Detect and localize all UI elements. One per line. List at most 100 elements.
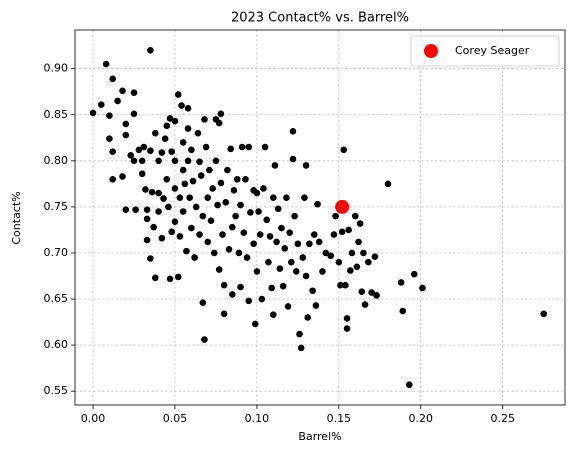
scatter-point bbox=[184, 157, 192, 165]
scatter-point bbox=[161, 135, 169, 143]
scatter-point bbox=[410, 270, 418, 278]
scatter-point bbox=[166, 275, 174, 283]
scatter-point bbox=[314, 200, 321, 208]
scatter-point bbox=[224, 166, 231, 174]
scatter-point bbox=[122, 120, 130, 128]
scatter-point bbox=[315, 238, 323, 246]
scatter-point bbox=[179, 166, 187, 174]
scatter-point bbox=[309, 287, 316, 295]
scatter-point bbox=[312, 302, 320, 309]
scatter-point bbox=[150, 223, 157, 231]
scatter-point bbox=[217, 110, 225, 118]
scatter-point bbox=[337, 281, 344, 289]
scatter-point bbox=[171, 157, 179, 165]
highlight-point bbox=[335, 199, 350, 214]
scatter-point bbox=[348, 249, 356, 257]
scatter-point bbox=[174, 273, 182, 281]
scatter-point bbox=[212, 157, 220, 165]
scatter-point bbox=[106, 135, 113, 143]
scatter-point bbox=[184, 105, 192, 112]
scatter-point bbox=[196, 231, 203, 238]
scatter-point bbox=[330, 231, 338, 238]
scatter-point bbox=[158, 234, 166, 242]
y-tick-label: 0.70 bbox=[44, 246, 69, 259]
scatter-point bbox=[265, 258, 272, 266]
scatter-point bbox=[147, 147, 154, 155]
scatter-point bbox=[183, 247, 190, 255]
scatter-point bbox=[214, 201, 221, 209]
scatter-point bbox=[240, 229, 248, 237]
scatter-point bbox=[360, 249, 367, 257]
scatter-point bbox=[130, 157, 138, 165]
scatter-point bbox=[152, 274, 159, 282]
scatter-point bbox=[155, 189, 162, 197]
scatter-point bbox=[142, 186, 149, 193]
scatter-point bbox=[186, 194, 194, 201]
scatter-point bbox=[281, 245, 289, 252]
scatter-point bbox=[301, 194, 308, 201]
scatter-point bbox=[207, 217, 215, 225]
scatter-point bbox=[192, 203, 200, 211]
scatter-point bbox=[342, 281, 349, 289]
scatter-point bbox=[148, 188, 156, 196]
scatter-point bbox=[260, 185, 267, 192]
scatter-point bbox=[289, 155, 297, 163]
scatter-point bbox=[271, 162, 279, 169]
scatter-point bbox=[327, 252, 334, 260]
x-axis-label: Barrel% bbox=[298, 430, 341, 443]
scatter-point bbox=[294, 240, 302, 248]
scatter-point bbox=[322, 249, 330, 257]
scatter-point bbox=[127, 152, 135, 159]
scatter-point bbox=[202, 143, 210, 151]
scatter-point bbox=[143, 206, 151, 213]
y-tick-label: 0.85 bbox=[44, 108, 69, 121]
scatter-point bbox=[178, 102, 185, 109]
scatter-point bbox=[245, 297, 253, 305]
scatter-point bbox=[171, 185, 179, 192]
scatter-point bbox=[306, 240, 313, 248]
scatter-point bbox=[399, 307, 407, 315]
y-tick-label: 0.75 bbox=[44, 200, 69, 213]
scatter-point bbox=[155, 157, 162, 165]
scatter-point bbox=[165, 203, 172, 211]
scatter-point bbox=[242, 175, 249, 183]
y-axis-label: Contact% bbox=[10, 191, 23, 244]
scatter-point bbox=[191, 254, 198, 261]
legend-box bbox=[410, 35, 560, 67]
scatter-point bbox=[201, 116, 208, 123]
scatter-point bbox=[196, 158, 203, 166]
scatter-point bbox=[147, 46, 154, 54]
scatter-point bbox=[255, 208, 262, 215]
scatter-point bbox=[332, 212, 339, 220]
chart-title: 2023 Contact% vs. Barrel% bbox=[231, 11, 409, 26]
scatter-point bbox=[158, 149, 166, 156]
scatter-point bbox=[353, 263, 361, 271]
scatter-point bbox=[384, 180, 392, 188]
scatter-point bbox=[233, 175, 241, 183]
scatter-point bbox=[206, 166, 213, 174]
scatter-point bbox=[247, 209, 254, 216]
scatter-point bbox=[168, 148, 175, 155]
scatter-point bbox=[135, 146, 143, 154]
scatter-point bbox=[338, 228, 346, 236]
scatter-point bbox=[243, 254, 251, 261]
scatter-point bbox=[250, 240, 257, 248]
scatter-point bbox=[199, 299, 207, 307]
scatter-point bbox=[284, 303, 292, 310]
scatter-point bbox=[109, 75, 116, 83]
scatter-point bbox=[304, 314, 312, 321]
scatter-point bbox=[155, 208, 162, 215]
scatter-point bbox=[171, 117, 179, 125]
scatter-point bbox=[276, 265, 284, 272]
scatter-point bbox=[291, 212, 298, 220]
scatter-point bbox=[251, 320, 259, 328]
scatter-point bbox=[302, 272, 310, 280]
scatter-point bbox=[365, 258, 372, 266]
scatter-point bbox=[204, 194, 212, 201]
scatter-point bbox=[351, 212, 359, 220]
scatter-point bbox=[89, 109, 97, 117]
scatter-point bbox=[204, 238, 212, 246]
scatter-point bbox=[229, 291, 236, 298]
scatter-point bbox=[119, 173, 126, 180]
scatter-point bbox=[310, 231, 318, 238]
